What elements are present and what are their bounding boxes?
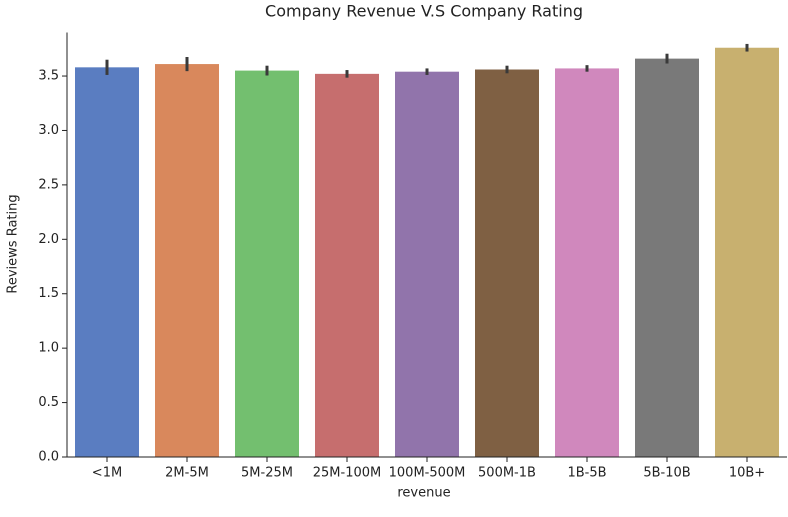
bar [395,71,459,457]
x-tick-label: 2M-5M [165,466,209,481]
y-tick-label: 0.0 [38,450,59,465]
y-tick-label: 3.0 [38,123,59,138]
y-tick-label: 2.5 [38,177,59,192]
y-tick-label: 1.5 [38,286,59,301]
x-tick-label: 100M-500M [389,466,466,481]
bar [155,64,219,458]
bar [635,58,699,457]
y-tick-label: 2.0 [38,232,59,247]
x-tick-label: 1B-5B [567,466,606,481]
y-tick-label: 3.5 [38,69,59,84]
chart-title: Company Revenue V.S Company Rating [265,2,583,21]
x-tick-label: <1M [92,466,122,481]
y-axis-label: Reviews Rating [6,194,21,293]
x-tick-label: 25M-100M [313,466,381,481]
y-tick-label: 0.5 [38,395,59,410]
x-tick-label: 10B+ [729,466,765,481]
y-tick-label: 1.0 [38,341,59,356]
x-tick-label: 5M-25M [241,466,293,481]
x-axis-label: revenue [397,486,450,501]
bar [475,69,539,457]
x-tick-label: 500M-1B [478,466,536,481]
bar [235,70,299,457]
bar [75,67,139,457]
bar [555,68,619,458]
bar [715,47,779,457]
x-tick-label: 5B-10B [643,466,690,481]
bar [315,73,379,457]
